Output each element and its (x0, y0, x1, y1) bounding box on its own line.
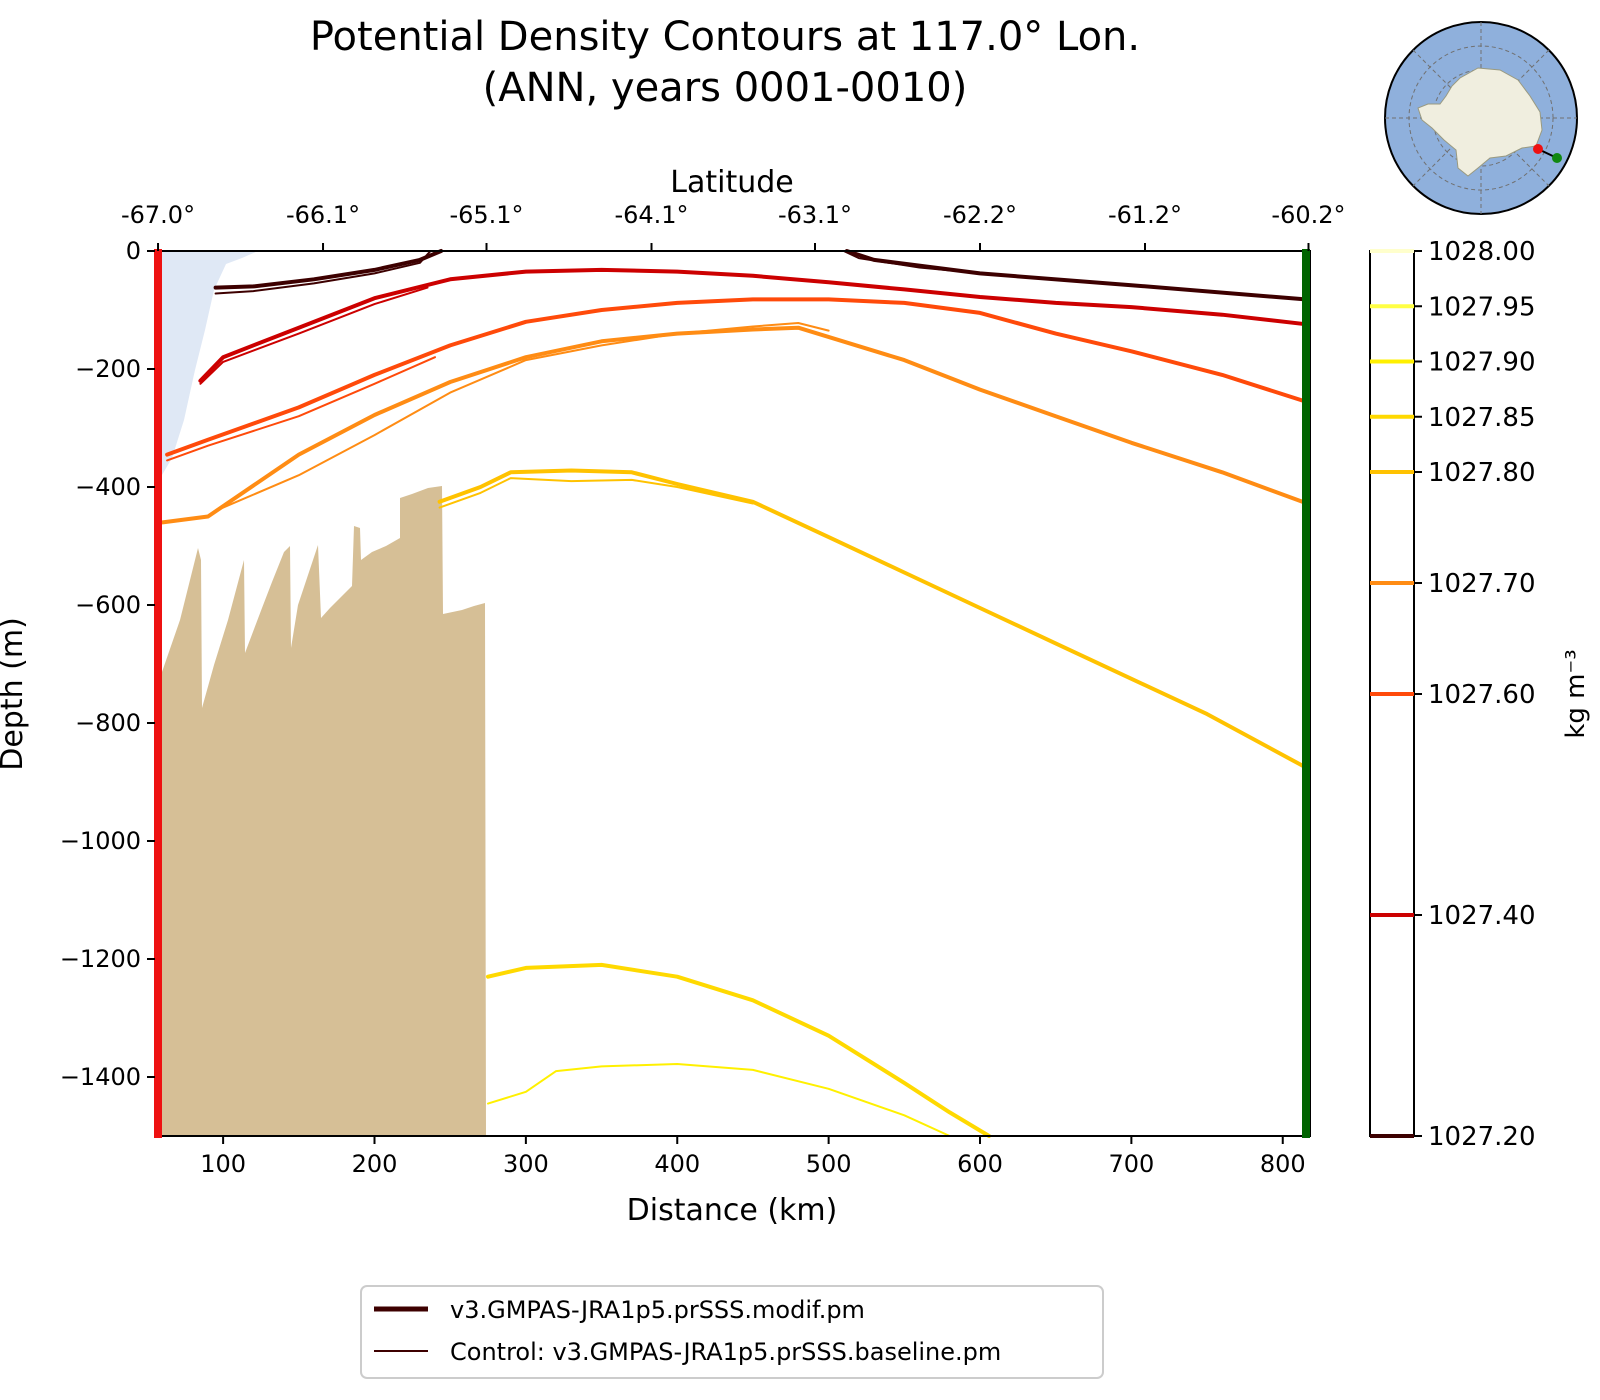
contour-control-1027-20-b (842, 250, 997, 276)
x-tick-label: 800 (1260, 1150, 1306, 1178)
contour-modif-1027-80 (437, 468, 1308, 770)
latitude-axis-ticks: -67.0° -66.1° -65.1° -64.1° -63.1° -62.2° -61.… (121, 201, 1346, 251)
legend-label-modif: v3.GMPAS-JRA1p5.prSSS.modif.pm (450, 1296, 865, 1324)
y-tick-label: −1400 (60, 1063, 141, 1091)
y-tick-label: −600 (75, 591, 141, 619)
latitude-tick-label: -62.2° (943, 201, 1017, 229)
latitude-tick-label: -63.1° (778, 201, 852, 229)
x-axis-label: Distance (km) (627, 1193, 838, 1228)
y-tick-label: −800 (75, 709, 141, 737)
y-axis-ticks: 0 −200 −400 −600 −800 −1000 −1200 −1400 (60, 237, 155, 1091)
latitude-tick-label: -64.1° (614, 201, 688, 229)
inset-antarctica (1417, 67, 1543, 177)
contour-control-1027-40 (199, 286, 429, 385)
colorbar-tick-label: 1027.80 (1428, 458, 1536, 488)
contour-modif-1027-85 (486, 962, 992, 1138)
colorbar-tick-label: 1028.00 (1428, 237, 1536, 267)
x-tick-label: 300 (503, 1150, 549, 1178)
x-tick-label: 400 (654, 1150, 700, 1178)
x-axis-ticks: 100 200 300 400 500 600 700 800 (200, 1136, 1306, 1178)
contour-control-1027-60 (166, 356, 436, 462)
latitude-axis-label: Latitude (670, 165, 793, 200)
y-tick-label: −200 (75, 355, 141, 383)
contour-control-1027-90 (487, 1063, 951, 1137)
colorbar-tick-label: 1027.95 (1428, 292, 1536, 322)
antarctica-inset-map (1384, 21, 1578, 215)
colorbar-label: kg m⁻³ (1561, 649, 1591, 738)
latitude-tick-label: -65.1° (449, 201, 523, 229)
colorbar-tick-label: 1027.90 (1428, 348, 1536, 378)
title-line-1: Potential Density Contours at 117.0° Lon… (310, 14, 1140, 60)
contour-modif-1027-40 (198, 267, 1308, 383)
colorbar-tick-label: 1027.20 (1428, 1122, 1536, 1152)
contour-modif-1027-60 (165, 297, 1308, 457)
colorbar-tick-label: 1027.70 (1428, 569, 1536, 599)
legend: v3.GMPAS-JRA1p5.prSSS.modif.pm Control: … (360, 1285, 1104, 1379)
ice-shelf-region (162, 251, 258, 475)
density-contours (160, 249, 1308, 1138)
x-tick-label: 700 (1108, 1150, 1154, 1178)
x-tick-label: 600 (957, 1150, 1003, 1178)
y-tick-label: 0 (126, 237, 141, 265)
latitude-tick-label: -66.1° (286, 201, 360, 229)
colorbar-levels: 1027.20 1027.40 1027.60 1027.70 1027.80 1027.… (1370, 237, 1536, 1152)
contour-modif-1027-70 (160, 325, 1308, 525)
latitude-tick-label: -61.2° (1108, 201, 1182, 229)
y-tick-label: −1200 (60, 945, 141, 973)
contour-control-1027-80 (438, 477, 754, 509)
x-tick-label: 200 (352, 1150, 398, 1178)
inset-start-marker (1533, 144, 1543, 154)
legend-label-control: Control: v3.GMPAS-JRA1p5.prSSS.baseline.… (450, 1338, 1001, 1366)
x-tick-label: 500 (806, 1150, 852, 1178)
y-tick-label: −400 (75, 473, 141, 501)
title-line-2: (ANN, years 0001-0010) (483, 65, 968, 111)
latitude-tick-label: -60.2° (1271, 201, 1345, 229)
y-tick-label: −1000 (60, 827, 141, 855)
colorbar-tick-label: 1027.60 (1428, 680, 1536, 710)
contour-control-1027-20-a (214, 250, 432, 295)
colorbar: 1027.20 1027.40 1027.60 1027.70 1027.80 1027.… (1369, 237, 1591, 1152)
latitude-tick-label: -67.0° (121, 201, 195, 229)
colorbar-tick-label: 1027.85 (1428, 403, 1536, 433)
plot-area (154, 249, 1311, 1138)
inset-end-marker (1552, 153, 1562, 163)
y-axis-label: Depth (m) (0, 617, 30, 771)
contour-control-1027-70 (222, 322, 830, 509)
legend-frame (360, 1285, 1104, 1379)
x-tick-label: 100 (200, 1150, 246, 1178)
colorbar-tick-label: 1027.40 (1428, 901, 1536, 931)
bathymetry-region (162, 486, 486, 1136)
